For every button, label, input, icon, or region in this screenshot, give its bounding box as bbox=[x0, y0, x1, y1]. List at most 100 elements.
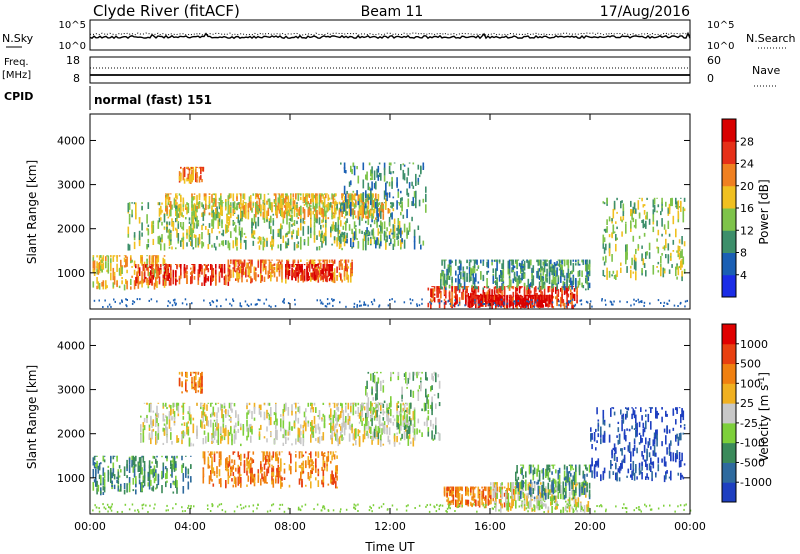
power-echo-cell bbox=[663, 245, 666, 251]
power-echo-cell bbox=[347, 266, 350, 269]
power-echo-cell bbox=[207, 264, 210, 266]
power-echo-cell bbox=[301, 274, 303, 281]
velocity-echoes bbox=[92, 371, 692, 514]
power-echo-cell bbox=[521, 273, 523, 277]
power-echo-cell bbox=[158, 267, 161, 276]
velocity-echo-cell bbox=[252, 459, 255, 463]
ground-scatter-cell bbox=[139, 298, 141, 301]
power-echo-cell bbox=[287, 195, 290, 201]
power-echo-cell bbox=[351, 193, 353, 200]
power-echo-cell bbox=[388, 231, 391, 236]
power-echo-cell bbox=[630, 200, 632, 207]
power-echo-cell bbox=[175, 227, 177, 231]
power-echo-cell bbox=[550, 259, 552, 261]
power-echo-cell bbox=[443, 298, 446, 301]
power-echo-cell bbox=[336, 237, 338, 242]
velocity-echo-cell bbox=[332, 451, 335, 457]
power-echo-cell bbox=[116, 279, 118, 283]
power-echo-cell bbox=[388, 222, 391, 227]
power-echo-cell bbox=[467, 293, 470, 299]
power-echo-cell bbox=[313, 264, 316, 272]
velocity-echo-cell bbox=[120, 483, 122, 488]
power-echo-cell bbox=[513, 271, 516, 276]
velocity-echo-cell bbox=[307, 472, 310, 480]
power-echo-cell bbox=[290, 214, 292, 218]
ground-scatter-cell bbox=[464, 304, 466, 307]
power-echo-cell bbox=[255, 209, 257, 218]
power-echo-cell bbox=[645, 270, 647, 277]
power-echo-cell bbox=[251, 219, 253, 229]
power-echo-cell bbox=[311, 193, 313, 203]
velocity-echo-cell bbox=[216, 451, 218, 454]
power-echo-cell bbox=[501, 299, 503, 306]
power-echo-cell bbox=[178, 208, 181, 218]
velocity-echo-cell bbox=[295, 438, 297, 445]
velocity-echo-cell bbox=[230, 418, 232, 422]
ground-scatter-cell bbox=[320, 302, 322, 305]
power-echo-cell bbox=[585, 288, 587, 291]
velocity-echo-cell bbox=[263, 417, 266, 421]
power-echo-cell bbox=[530, 259, 532, 266]
ground-scatter-cell bbox=[591, 305, 593, 308]
velocity-echo-cell bbox=[335, 472, 337, 478]
power-echo-cell bbox=[168, 264, 171, 267]
power-echo-cell bbox=[190, 241, 192, 246]
power-echo-cell bbox=[276, 206, 278, 215]
power-echo-cell bbox=[180, 264, 182, 269]
power-echo-cell bbox=[508, 268, 511, 279]
velocity-echo-cell bbox=[202, 476, 205, 484]
power-echo-cell bbox=[252, 193, 255, 196]
power-echo-cell bbox=[285, 205, 287, 211]
power-echo-cell bbox=[365, 233, 367, 243]
velocity-echo-cell bbox=[231, 466, 233, 473]
power-echo-cell bbox=[186, 232, 188, 236]
power-echo-cell bbox=[270, 262, 272, 270]
ground-scatter-cell bbox=[148, 299, 150, 302]
velocity-echo-cell bbox=[295, 454, 297, 458]
velocity-echo-cell bbox=[250, 463, 252, 469]
power-echo-cell bbox=[648, 218, 651, 225]
velocity-echo-cell bbox=[103, 455, 106, 457]
power-echo-cell bbox=[331, 259, 333, 263]
power-echo-cell bbox=[496, 286, 498, 294]
power-echo-cell bbox=[172, 277, 175, 285]
velocity-echo-cell bbox=[270, 407, 272, 417]
power-echo-cell bbox=[300, 193, 302, 196]
power-echo-cell bbox=[501, 273, 503, 282]
power-echo-cell bbox=[432, 288, 435, 294]
velocity-echo-cell bbox=[273, 421, 276, 424]
power-echo-cell bbox=[125, 255, 127, 258]
power-echo-cell bbox=[670, 253, 672, 261]
power-echo-cell bbox=[537, 295, 540, 299]
power-echo-cell bbox=[531, 294, 533, 298]
power-echo-region-6 bbox=[178, 166, 205, 184]
power-echo-cell bbox=[352, 242, 355, 248]
velocity-echo-cell bbox=[297, 434, 300, 442]
power-echo-cell bbox=[252, 222, 255, 226]
ground-scatter-cell bbox=[172, 299, 175, 302]
velocity-echo-cell bbox=[147, 482, 150, 485]
power-echo-cell bbox=[355, 225, 357, 228]
power-echo-cell bbox=[221, 233, 223, 236]
power-echo-cell bbox=[288, 211, 291, 217]
power-echo-cell bbox=[630, 220, 632, 229]
power-echoes bbox=[92, 162, 688, 309]
power-echo-cell bbox=[388, 216, 391, 225]
power-echo-cell bbox=[238, 220, 241, 226]
power-echo-cell bbox=[391, 232, 393, 235]
power-echo-cell bbox=[521, 286, 523, 288]
power-echo-cell bbox=[556, 283, 558, 290]
power-echo-cell bbox=[192, 222, 195, 230]
power-echo-cell bbox=[586, 259, 588, 263]
power-echo-cell bbox=[472, 259, 475, 261]
velocity-echo-cell bbox=[267, 402, 270, 406]
velocity-echo-cell bbox=[300, 474, 302, 481]
power-echo-cell bbox=[277, 202, 280, 211]
power-echo-cell bbox=[297, 264, 300, 266]
velocity-echo-cell bbox=[168, 419, 171, 429]
velocity-echo-cell bbox=[188, 406, 191, 414]
velocity-echo-cell bbox=[107, 469, 110, 480]
power-echo-cell bbox=[196, 172, 198, 178]
power-echo-cell bbox=[471, 284, 473, 288]
